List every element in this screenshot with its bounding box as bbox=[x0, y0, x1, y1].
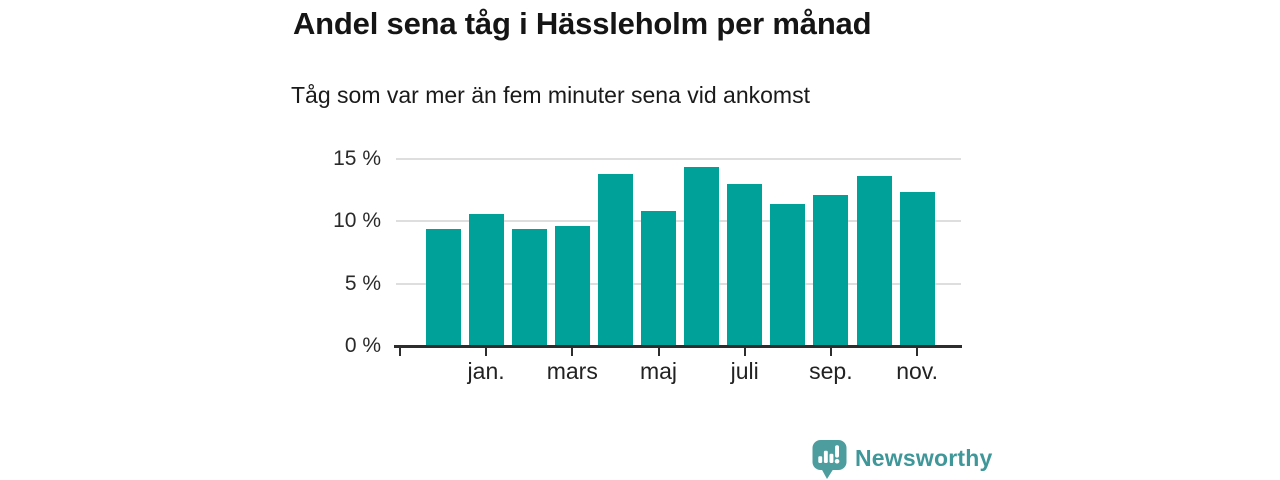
gridline-5 bbox=[396, 282, 961, 285]
x-axis-tick-label-nov.: nov. bbox=[896, 358, 938, 384]
y-axis-label-0: 0 % bbox=[344, 334, 381, 357]
x-axis-tick-label-maj: maj bbox=[639, 358, 678, 384]
bar-okt. bbox=[856, 176, 892, 346]
x-axis-tick-nov. bbox=[916, 347, 919, 356]
bar-chart-plot-area: 0 % 5 % 10 % 15 % jan. mars maj juli sep. nov. bbox=[333, 146, 962, 384]
x-axis-line bbox=[394, 345, 962, 348]
bar-aug. bbox=[770, 203, 806, 346]
gridline-10 bbox=[396, 220, 961, 222]
x-axis-tick-maj bbox=[657, 347, 660, 356]
gridline-15 bbox=[396, 157, 961, 160]
y-axis-label-5: 5 % bbox=[344, 271, 381, 295]
bar-maj bbox=[641, 211, 676, 346]
bar-feb. bbox=[511, 228, 547, 346]
bar-mars bbox=[554, 226, 590, 346]
chart-title: Andel sena tåg i Hässleholm per månad bbox=[293, 6, 872, 41]
bar-sep. bbox=[813, 194, 849, 346]
x-axis-tick-start bbox=[399, 347, 401, 356]
y-axis-label-10: 10 % bbox=[333, 209, 381, 232]
bar-jan. bbox=[468, 213, 504, 346]
x-axis-tick-juli bbox=[743, 347, 746, 356]
newsworthy-logo: Newsworthy bbox=[812, 440, 992, 480]
x-axis-tick-label-sep.: sep. bbox=[809, 358, 853, 384]
bar-juli bbox=[727, 183, 763, 346]
x-axis-tick-jan. bbox=[485, 347, 488, 356]
y-axis-label-15: 15 % bbox=[333, 146, 381, 170]
chart-subtitle: Tåg som var mer än fem minuter sena vid … bbox=[291, 82, 810, 108]
x-axis-tick-label-juli: juli bbox=[730, 358, 759, 384]
newsworthy-logo-icon bbox=[812, 440, 847, 479]
bar-nov. bbox=[899, 192, 935, 346]
newsworthy-logo-text: Newsworthy bbox=[855, 445, 993, 471]
bar-juni bbox=[684, 167, 720, 346]
bar-apr. bbox=[597, 173, 633, 346]
x-axis-tick-label-mars: mars bbox=[546, 358, 598, 384]
x-axis-tick-label-jan.: jan. bbox=[467, 358, 505, 384]
x-axis-tick-mars bbox=[571, 347, 574, 356]
x-axis-tick-sep. bbox=[829, 347, 832, 356]
bar-dec. bbox=[425, 228, 461, 346]
